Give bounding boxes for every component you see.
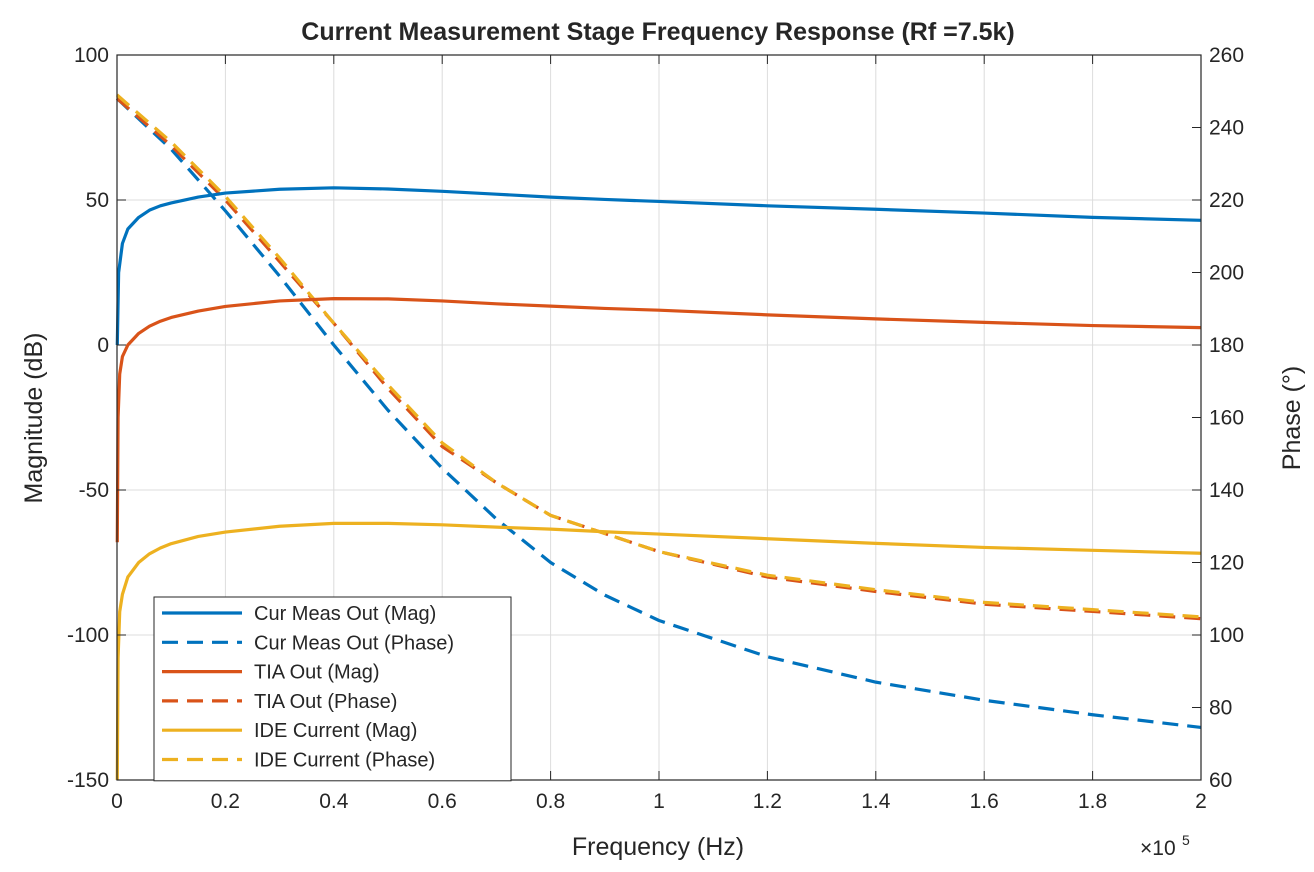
x-tick-label: 1 [653,790,665,813]
y-right-tick-label: 140 [1209,479,1244,502]
x-tick-label: 1.6 [970,790,999,813]
x-tick-label: 0.6 [428,790,457,813]
y-left-tick-label: -100 [67,624,109,647]
series-line-ide-current-phase [115,93,1202,619]
grid [117,55,1201,780]
series-line-cur-meas-out-mag [115,186,1202,346]
y-left-tick-label: -150 [67,769,109,792]
x-exponent-power: 5 [1182,832,1190,848]
series-line-ide-current-mag [115,521,1202,781]
series-line-cur-meas-out-phase [115,97,1202,730]
y-axis-left-label: Magnitude (dB) [20,333,48,504]
y-left-tick-label: 0 [97,334,109,357]
x-exponent-base: ×10 [1140,837,1176,860]
x-tick-label: 1.2 [753,790,782,813]
x-exponent-label: ×10 5 [1140,832,1190,860]
y-left-tick-label: -50 [79,479,109,502]
legend-label: TIA Out (Mag) [254,662,380,684]
y-left-tick-label: 100 [74,44,109,67]
legend-label: Cur Meas Out (Phase) [254,632,454,654]
x-tick-label: 1.8 [1078,790,1107,813]
y-right-tick-label: 100 [1209,624,1244,647]
ticks: 0 0.2 0.4 0.6 0.8 1 1.2 1.4 1.6 1.8 2 -150 -100 -50 0 5… [67,44,1244,813]
y-right-tick-label: 260 [1209,44,1244,67]
y-right-tick-label: 160 [1209,407,1244,430]
x-tick-label: 0.8 [536,790,565,813]
x-tick-label: 0 [111,790,123,813]
legend-box [153,596,512,782]
chart-title: Current Measurement Stage Frequency Resp… [301,18,1014,46]
x-tick-label: 0.2 [211,790,240,813]
y-right-tick-label: 60 [1209,769,1232,792]
series-layer [115,93,1202,781]
x-tick-label: 1.4 [861,790,891,813]
y-right-tick-label: 200 [1209,262,1244,285]
y-right-tick-label: 220 [1209,189,1244,212]
y-left-tick-label: 50 [86,189,109,212]
y-right-tick-label: 180 [1209,334,1244,357]
legend-label: Cur Meas Out (Mag) [254,603,436,625]
y-axis-right-label: Phase (°) [1278,366,1306,470]
x-axis-label: Frequency (Hz) [572,833,744,861]
legend-label: IDE Current (Phase) [254,750,435,772]
y-right-tick-label: 80 [1209,697,1232,720]
series-line-tia-out-mag [115,297,1202,543]
y-right-tick-label: 120 [1209,552,1244,575]
x-tick-label: 0.4 [319,790,349,813]
y-right-tick-label: 240 [1209,117,1244,140]
legend-label: TIA Out (Phase) [254,691,397,713]
x-tick-label: 2 [1195,790,1207,813]
legend-label: IDE Current (Mag) [254,720,417,742]
legend: Cur Meas Out (Mag) Cur Meas Out (Phase) TI… [153,596,512,782]
series-line-tia-out-phase [115,97,1202,621]
